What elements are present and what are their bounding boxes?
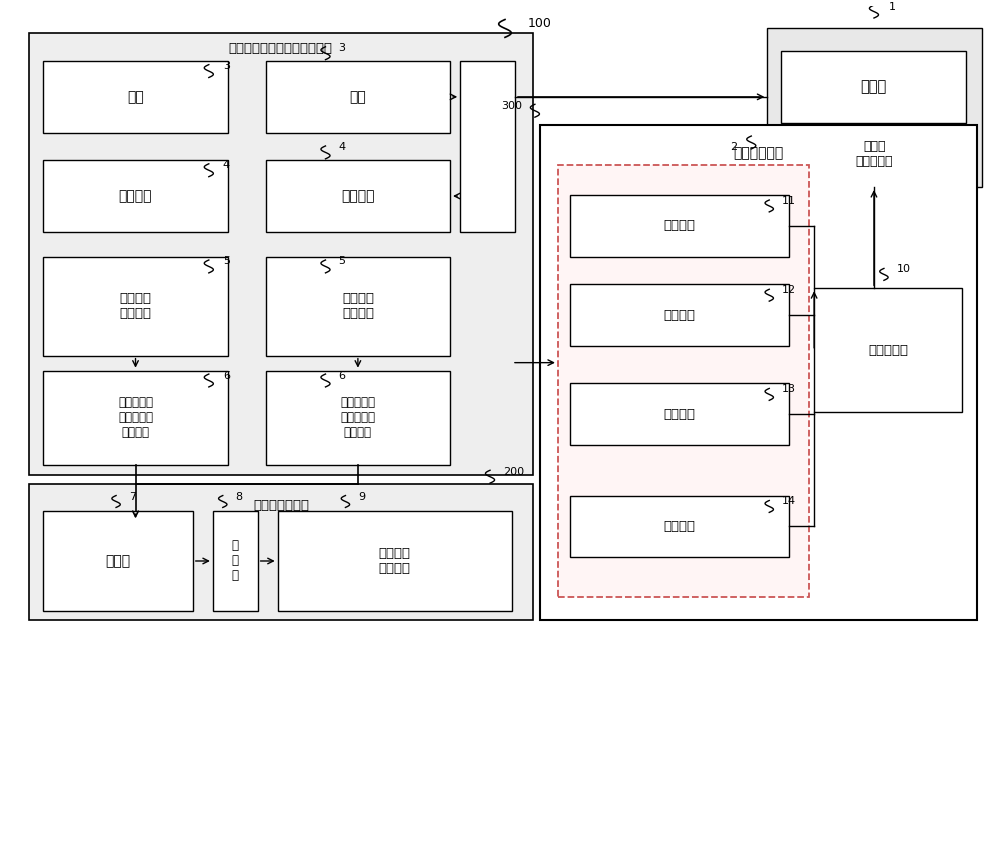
Text: 旋转电机: 旋转电机 [664, 309, 696, 321]
Text: 工
控
机: 工 控 机 [232, 539, 239, 583]
Bar [570, 383, 789, 445]
Text: 5: 5 [223, 256, 230, 266]
Bar [558, 165, 809, 597]
Text: 油缸动作
控制单元: 油缸动作 控制单元 [379, 547, 411, 575]
Text: 光源: 光源 [127, 90, 144, 103]
Text: 标志物: 标志物 [860, 80, 887, 94]
Text: 图像采集与标识坐标识别系统: 图像采集与标识坐标识别系统 [229, 42, 333, 55]
Bar [29, 483, 533, 621]
Text: 单目视觉
智能相机: 单目视觉 智能相机 [342, 292, 374, 320]
Text: 待抓取
长方体构件: 待抓取 长方体构件 [856, 141, 893, 169]
Bar [570, 495, 789, 557]
Text: 12: 12 [782, 285, 796, 295]
Text: 13: 13 [782, 384, 796, 394]
Bar [570, 284, 789, 346]
Text: 路由器: 路由器 [106, 554, 131, 568]
Bar [43, 61, 228, 132]
Text: 4: 4 [223, 160, 230, 170]
Bar [43, 160, 228, 232]
Bar [29, 33, 533, 475]
Bar [266, 257, 450, 355]
Text: 4: 4 [338, 142, 346, 153]
Text: 300: 300 [501, 101, 522, 111]
Text: 嵌入式图像
识别与位置
测量单元: 嵌入式图像 识别与位置 测量单元 [340, 396, 375, 439]
Text: 200: 200 [503, 466, 524, 477]
Bar [814, 288, 962, 412]
Text: 14: 14 [782, 496, 796, 506]
Text: 9: 9 [358, 492, 366, 501]
Text: 控制及显示系统: 控制及显示系统 [253, 499, 309, 511]
Bar [540, 125, 977, 621]
Text: 动作执行机构: 动作执行机构 [733, 147, 783, 160]
Text: 嵌入式图像
识别与位置
测量单元: 嵌入式图像 识别与位置 测量单元 [118, 396, 153, 439]
Text: 8: 8 [236, 492, 243, 501]
Bar [266, 61, 450, 132]
Text: 滑动油缸: 滑动油缸 [664, 220, 696, 232]
Text: 1: 1 [889, 2, 896, 12]
Text: 6: 6 [338, 371, 345, 381]
Bar [278, 511, 512, 611]
Text: 顶升油缸: 顶升油缸 [664, 520, 696, 533]
Text: 7: 7 [129, 492, 136, 501]
Bar [570, 195, 789, 257]
Text: 100: 100 [528, 17, 552, 30]
Bar [781, 51, 966, 123]
Bar [213, 511, 258, 611]
Text: 广角镜头: 广角镜头 [119, 189, 152, 203]
Text: 偏摆油缸: 偏摆油缸 [664, 408, 696, 421]
Text: 五维抓取头: 五维抓取头 [868, 343, 908, 357]
Text: 5: 5 [338, 256, 345, 266]
Text: 11: 11 [782, 196, 796, 206]
Text: 单目视觉
智能相机: 单目视觉 智能相机 [120, 292, 152, 320]
Bar [266, 371, 450, 465]
Text: 10: 10 [897, 265, 911, 275]
Bar [43, 511, 193, 611]
Bar [767, 29, 982, 187]
Bar [43, 371, 228, 465]
Text: 光源: 光源 [350, 90, 366, 103]
Bar [43, 257, 228, 355]
Bar [266, 160, 450, 232]
Text: 3: 3 [338, 43, 345, 53]
Text: 3: 3 [223, 61, 230, 71]
Text: 广角镜头: 广角镜头 [341, 189, 375, 203]
Text: 2: 2 [730, 142, 737, 153]
Bar [460, 61, 515, 232]
Text: 6: 6 [223, 371, 230, 381]
